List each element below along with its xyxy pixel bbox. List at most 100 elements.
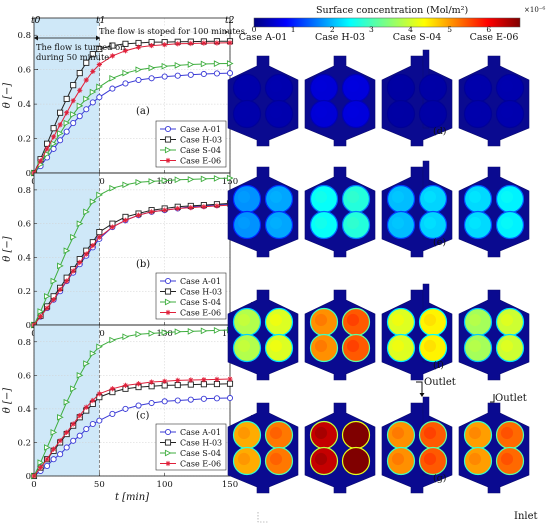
data-point xyxy=(214,40,220,46)
data-point xyxy=(44,462,51,469)
data-point xyxy=(50,145,57,152)
data-point xyxy=(83,106,90,113)
inlet-label: Inlet xyxy=(514,511,538,522)
data-point xyxy=(227,376,233,382)
time-mark-t0: t0 xyxy=(31,16,41,26)
case-label: Case S-04 xyxy=(393,32,442,43)
y-tick-label: 0 xyxy=(26,321,31,331)
data-point xyxy=(96,191,103,199)
data-point xyxy=(174,328,182,336)
data-point xyxy=(89,198,97,206)
case-label: Case H-03 xyxy=(315,32,365,43)
data-point xyxy=(83,208,90,216)
data-point xyxy=(148,399,155,407)
data-point xyxy=(76,432,83,439)
flow-on-annotation: The flow is turned on during 50 minute . xyxy=(34,35,126,72)
legend-entry: Case H-03 xyxy=(180,439,222,448)
flow-on-text-line2: during 50 minute xyxy=(36,52,109,62)
y-tick-label: 0.6 xyxy=(17,220,31,230)
data-point xyxy=(109,224,115,230)
outlet-annotation-1: Outlet xyxy=(416,377,456,397)
data-point xyxy=(63,247,71,255)
reactor-cell xyxy=(227,402,299,494)
map-row: Time=750 s(e) xyxy=(227,160,530,258)
panel-label: (a) xyxy=(136,106,150,117)
data-point xyxy=(51,297,57,303)
data-point xyxy=(89,350,97,357)
data-point xyxy=(135,212,142,218)
data-point xyxy=(135,402,142,409)
data-point xyxy=(96,94,103,101)
data-point xyxy=(70,82,77,89)
data-point xyxy=(96,391,102,397)
flow-stop-text: The flow is stoped for 100 minutes. xyxy=(99,26,248,36)
data-point xyxy=(77,259,83,266)
colorbar-tick-label: 1 xyxy=(291,25,296,34)
data-point xyxy=(63,444,70,451)
data-point xyxy=(122,333,130,341)
colorbar-tick-label: 4 xyxy=(408,25,413,34)
data-point xyxy=(149,379,155,385)
data-point xyxy=(37,308,45,315)
data-point xyxy=(109,53,115,59)
map-row: Time= 3000 s(g) xyxy=(227,396,530,494)
data-point xyxy=(57,109,64,116)
data-point xyxy=(109,410,116,417)
legend-entry: Case A-01 xyxy=(180,125,221,134)
data-point xyxy=(174,176,182,184)
data-point xyxy=(31,473,37,479)
data-point xyxy=(226,380,234,387)
data-point xyxy=(83,404,89,410)
data-point xyxy=(83,59,90,66)
data-point xyxy=(135,178,143,186)
data-point xyxy=(201,204,207,210)
data-point xyxy=(135,76,142,84)
data-point xyxy=(148,64,156,72)
data-point xyxy=(70,421,76,427)
outlet-annotation-2: Outlet xyxy=(490,393,527,404)
panel-label: (c) xyxy=(136,411,150,422)
colorbar-gradient xyxy=(253,17,521,28)
y-axis-label: θ [−] xyxy=(2,83,13,108)
data-point xyxy=(109,386,115,392)
data-point xyxy=(70,385,77,393)
data-point xyxy=(50,277,58,285)
data-point xyxy=(122,217,129,223)
panel-label: (d) xyxy=(433,126,447,137)
x-tick-label: 50 xyxy=(94,480,105,490)
concentration-maps: Case A-01 Case H-03 Case S-04 Case E-06 Time… xyxy=(227,32,530,523)
flow-on-text-line1: The flow is turned on xyxy=(36,42,126,52)
data-point xyxy=(213,381,220,388)
data-point xyxy=(77,87,83,93)
data-point xyxy=(187,176,195,183)
data-point xyxy=(83,77,89,83)
data-point xyxy=(90,243,96,249)
colorbar-tick-label: 0 xyxy=(252,25,257,34)
flow-on-shading xyxy=(34,18,100,173)
y-tick-label: 0.4 xyxy=(17,253,31,263)
legend-entry: Case S-04 xyxy=(180,449,221,458)
data-point xyxy=(175,205,181,212)
series-case-e-06 xyxy=(31,40,233,176)
data-point xyxy=(226,60,234,67)
x-tick-label: 150 xyxy=(222,480,238,490)
data-point xyxy=(89,420,96,428)
reactor-cell xyxy=(304,289,376,381)
legend-entry: Case E-06 xyxy=(180,460,221,469)
data-point xyxy=(89,99,96,106)
axis-glyph xyxy=(257,512,268,523)
data-point xyxy=(161,177,169,184)
case-label: Case A-01 xyxy=(239,32,288,43)
data-point xyxy=(83,251,89,257)
legend-entry: Case A-01 xyxy=(180,277,221,286)
data-point xyxy=(96,45,103,53)
reactor-cell xyxy=(227,55,299,147)
data-point xyxy=(70,233,77,241)
y-tick-label: 0 xyxy=(26,472,31,482)
legend-entry: Case E-06 xyxy=(180,309,221,318)
data-point xyxy=(64,429,70,435)
y-tick-label: 0.8 xyxy=(17,186,31,196)
data-point xyxy=(226,394,234,402)
data-point xyxy=(50,429,58,436)
